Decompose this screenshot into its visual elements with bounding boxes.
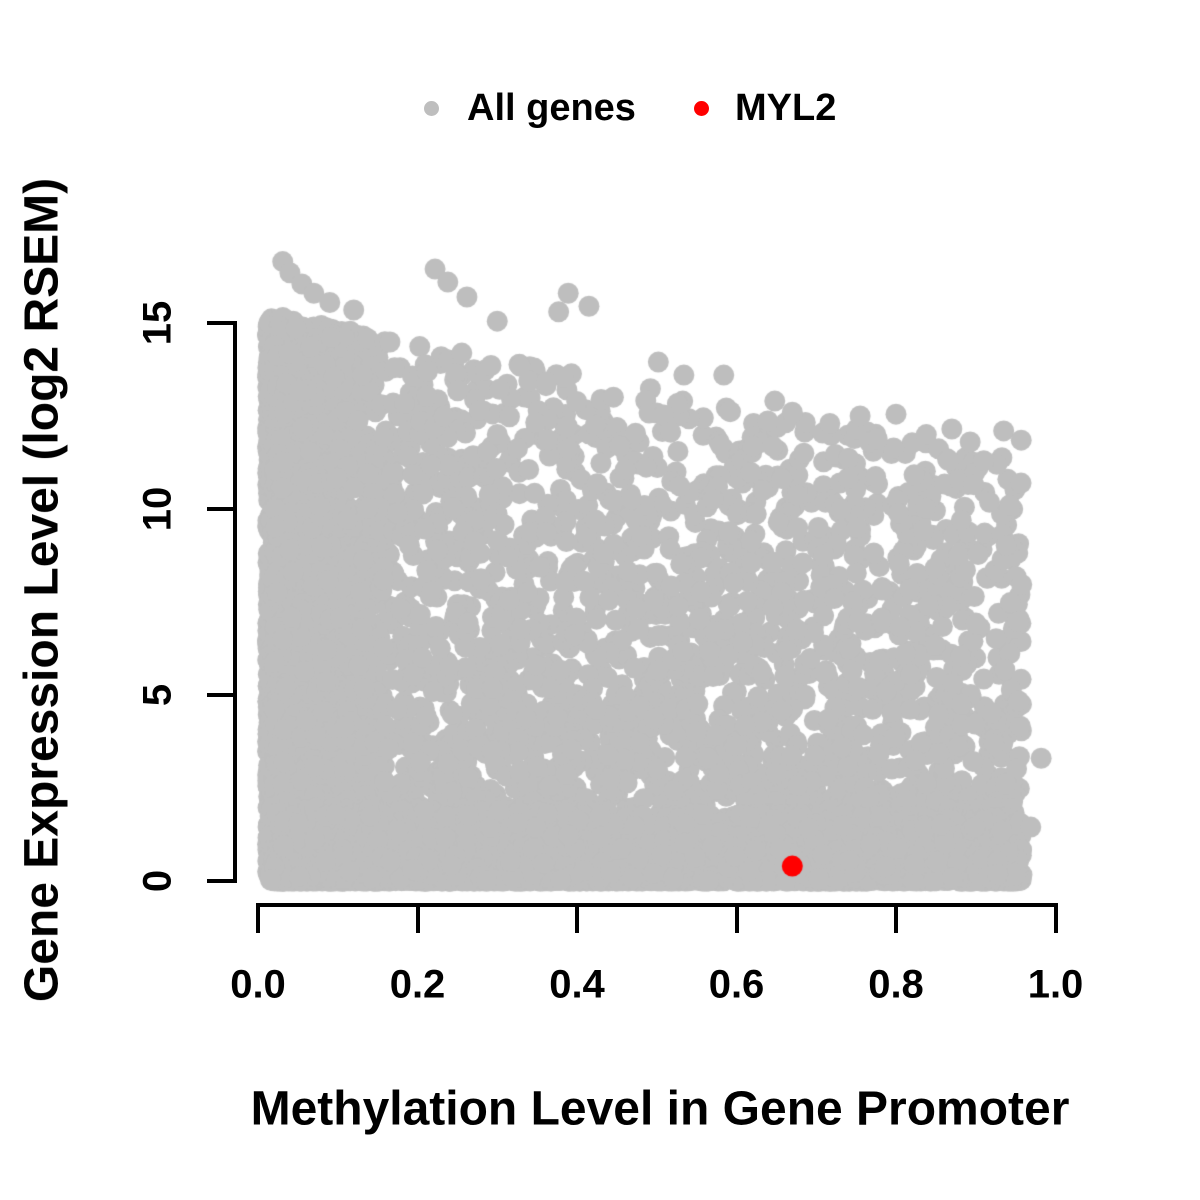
- legend-label-myl2: MYL2: [735, 86, 837, 129]
- x-tick-label: 0.2: [389, 962, 446, 1007]
- x-axis-title: Methylation Level in Gene Promoter: [250, 1082, 1070, 1136]
- x-axis-tick: [256, 905, 260, 933]
- y-tick-label: 10: [135, 486, 180, 532]
- legend-item-myl2: MYL2: [694, 85, 836, 131]
- x-tick-label: 0.6: [708, 962, 765, 1007]
- y-tick-label: 0: [135, 869, 180, 893]
- y-axis-title: Gene Expression Level (log2 RSEM): [15, 177, 69, 1003]
- legend-item-all-genes: All genes: [424, 85, 636, 131]
- y-axis-tick: [207, 507, 235, 511]
- legend-label-all-genes: All genes: [467, 86, 636, 129]
- x-tick-label: 0.4: [549, 962, 605, 1007]
- y-axis-tick: [207, 693, 235, 697]
- x-axis-tick: [415, 905, 420, 933]
- x-tick-label: 1.0: [1027, 962, 1084, 1007]
- x-axis-tick: [734, 905, 739, 933]
- x-tick-label: 0.0: [230, 962, 286, 1007]
- x-tick-label: 0.8: [868, 962, 924, 1007]
- x-axis-tick: [575, 905, 579, 933]
- all-genes-marker-icon: [424, 100, 439, 116]
- x-axis-tick: [1053, 905, 1058, 933]
- myl2-marker-icon: [694, 100, 709, 116]
- y-axis-tick: [207, 879, 235, 883]
- x-axis-line: [256, 903, 1058, 907]
- y-axis-line: [233, 321, 237, 883]
- y-axis-tick: [207, 321, 235, 325]
- y-tick-label: 15: [135, 300, 180, 346]
- x-axis-tick: [894, 905, 898, 933]
- y-tick-label: 5: [135, 683, 180, 707]
